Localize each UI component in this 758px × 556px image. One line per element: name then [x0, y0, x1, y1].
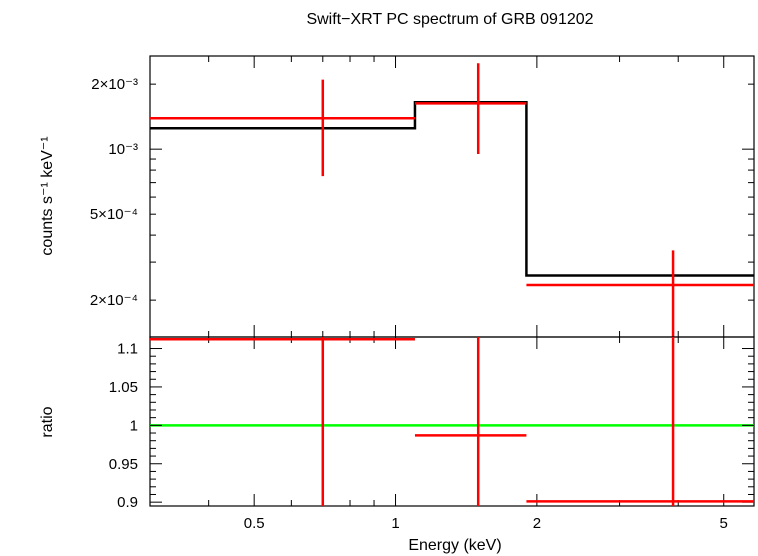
ratio-y-ticks: 0.9 0.95 1 1.05 1.1: [109, 341, 754, 511]
x-tick-label: 5: [720, 515, 728, 532]
data-point: [414, 63, 527, 154]
data-point: [150, 337, 415, 506]
data-point: [526, 337, 754, 506]
ratio-y-axis-label: ratio: [39, 406, 56, 437]
model-step-line: [150, 100, 754, 277]
ratio-x-ticks: 0.5 1 2 5: [149, 337, 728, 532]
x-tick-label: 2: [533, 515, 541, 532]
x-tick-label: 0.5: [244, 515, 265, 532]
spectrum-y-ticks: 2×10⁻⁴ 5×10⁻⁴ 10⁻³ 2×10⁻³: [90, 76, 754, 309]
ratio-panel: 0.9 0.95 1 1.05 1.1 0.5 1 2 5 ratio Energy (keV…: [39, 336, 755, 554]
data-point: [526, 250, 754, 337]
y-tick-label: 5×10⁻⁴: [90, 206, 138, 223]
spectrum-y-axis-label: counts s⁻¹ keV⁻¹: [39, 136, 56, 255]
ratio-data-points: [150, 337, 754, 506]
y-tick-label: 0.9: [117, 494, 138, 511]
y-tick-label: 0.95: [109, 456, 138, 473]
x-axis-label: Energy (keV): [408, 537, 501, 554]
y-tick-label: 1.1: [117, 341, 138, 358]
model-step: [150, 100, 754, 277]
data-point: [150, 79, 415, 177]
y-tick-label: 10⁻³: [108, 141, 138, 158]
y-tick-label: 2×10⁻³: [91, 76, 138, 93]
y-tick-label: 1: [130, 417, 138, 434]
data-point: [414, 337, 527, 506]
spectrum-panel: 2×10⁻⁴ 5×10⁻⁴ 10⁻³ 2×10⁻³ counts s⁻¹ keV⁻¹: [39, 55, 755, 338]
chart-title: Swift−XRT PC spectrum of GRB 091202: [306, 11, 593, 28]
spectrum-data-points: [150, 63, 754, 337]
spectrum-x-ticks: [149, 56, 725, 337]
ratio-frame: [149, 336, 755, 507]
y-tick-label: 2×10⁻⁴: [90, 292, 138, 309]
spectrum-frame: [149, 55, 755, 338]
x-tick-label: 1: [391, 515, 399, 532]
y-tick-label: 1.05: [109, 379, 138, 396]
